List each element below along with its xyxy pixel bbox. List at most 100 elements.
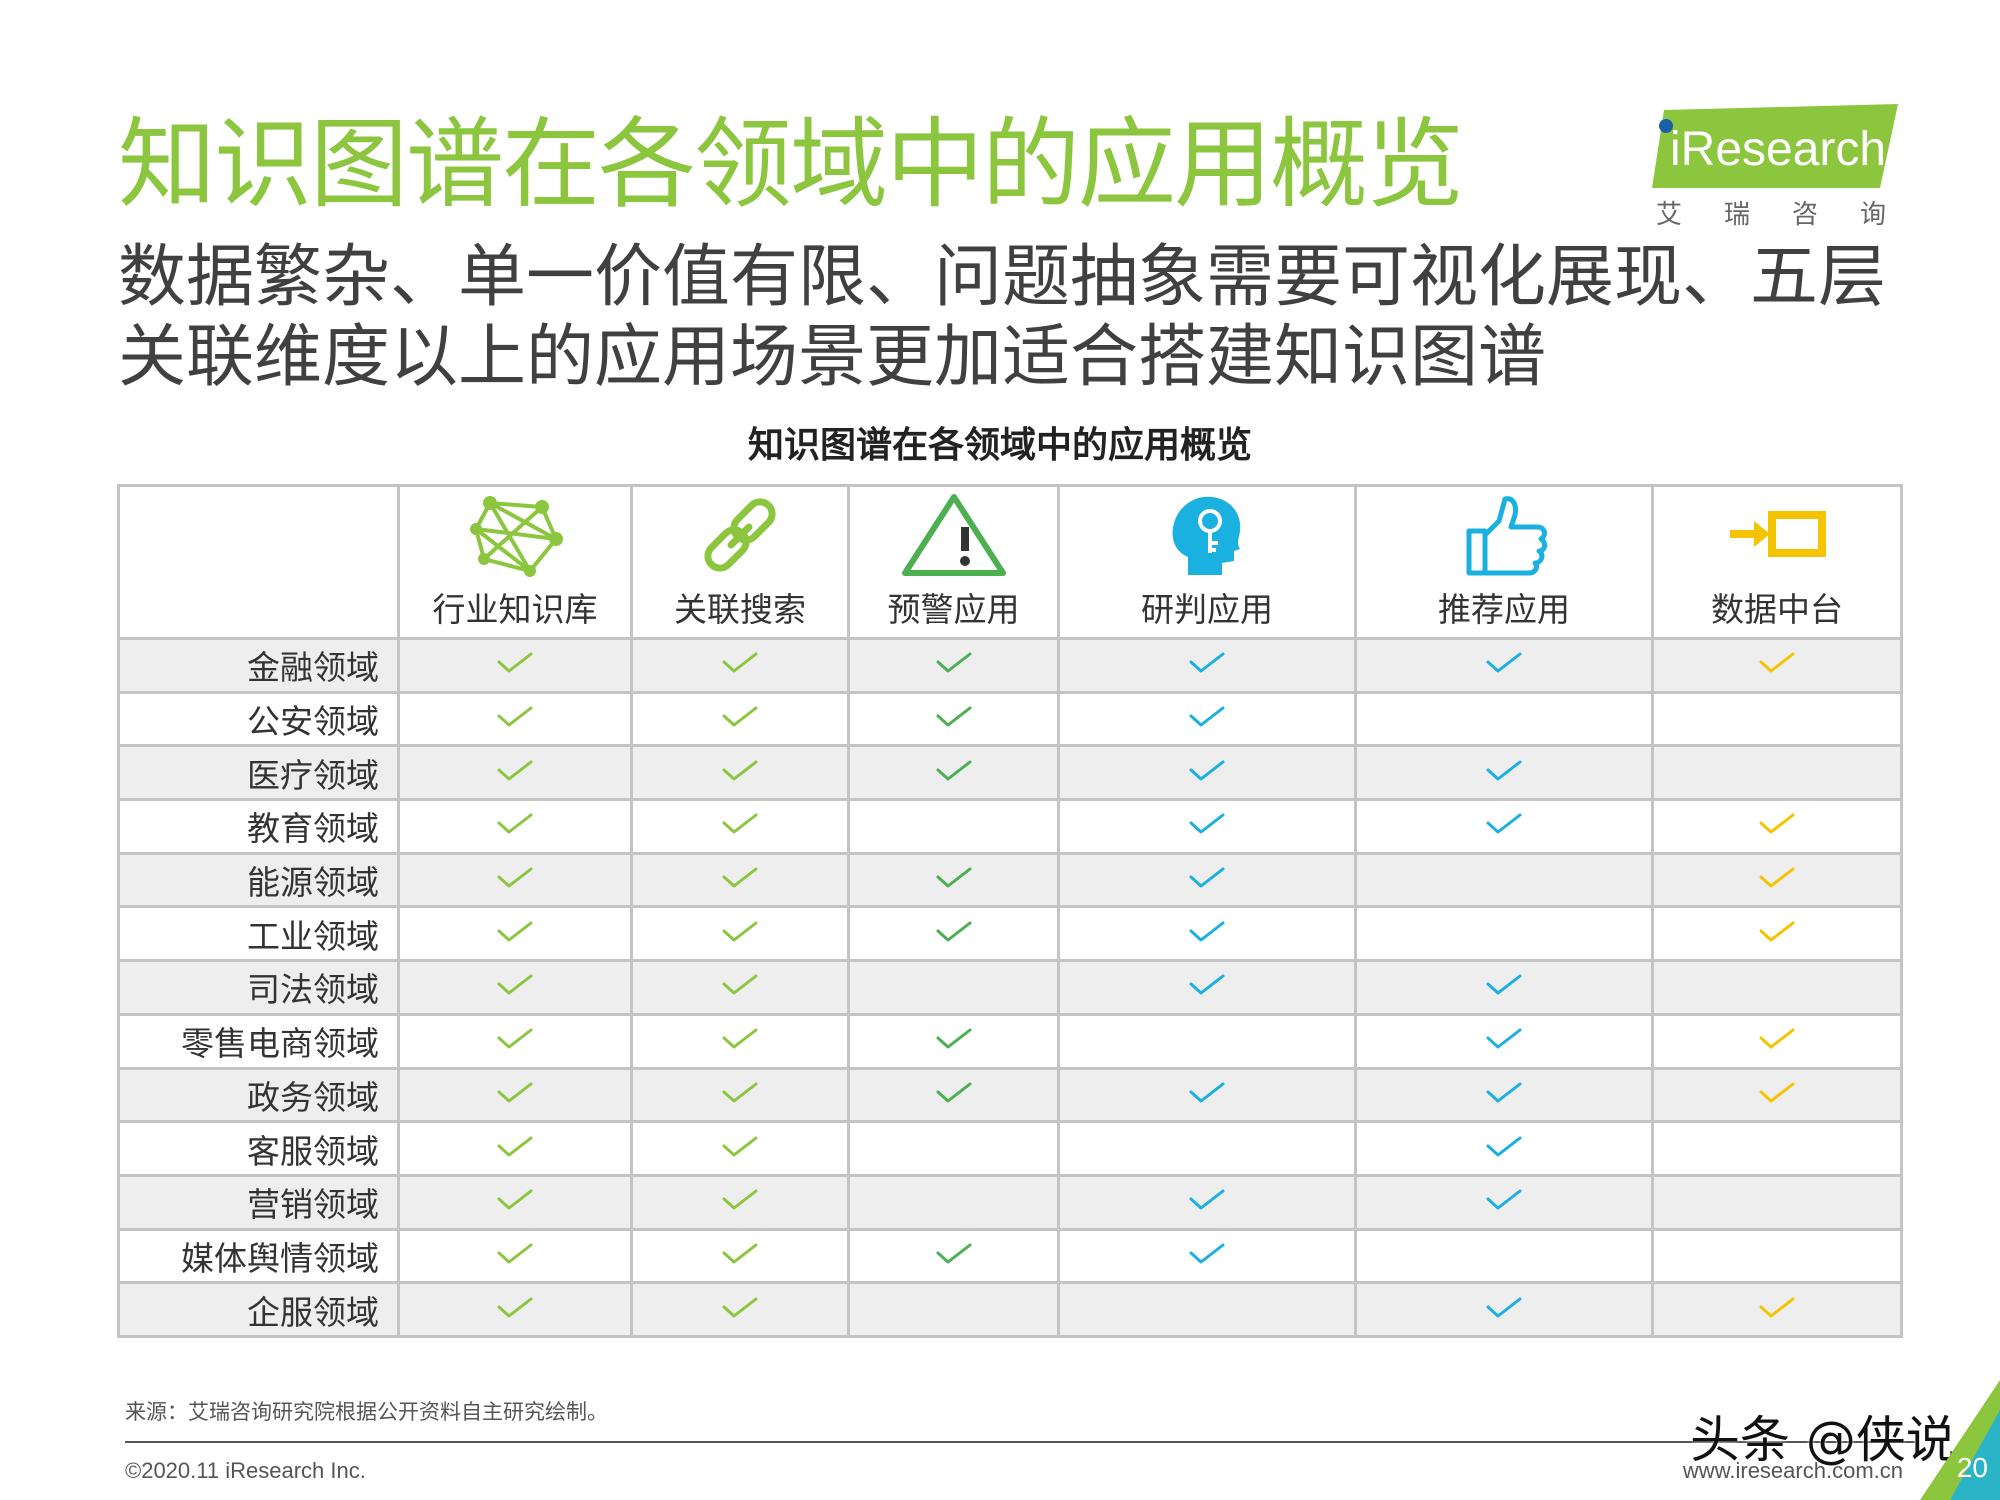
matrix-cell bbox=[1354, 637, 1654, 694]
matrix-cell bbox=[1354, 959, 1654, 1016]
page-subtitle: 数据繁杂、单一价值有限、问题抽象需要可视化展现、五层 关联维度以上的应用场景更加… bbox=[118, 238, 1918, 398]
matrix-cell bbox=[1651, 959, 1903, 1016]
matrix-cell bbox=[1651, 690, 1903, 748]
matrix-cell bbox=[630, 1120, 850, 1177]
matrix-cell bbox=[1354, 1012, 1654, 1070]
matrix-cell bbox=[1354, 905, 1654, 963]
column-header-early-warning: 预警应用 bbox=[847, 484, 1060, 640]
table-row: 司法领域 bbox=[117, 959, 1903, 1016]
matrix-cell bbox=[397, 1120, 633, 1177]
row-label: 医疗领域 bbox=[117, 744, 400, 802]
checkmark-icon bbox=[1486, 1082, 1522, 1103]
checkmark-icon bbox=[1486, 813, 1522, 834]
website-link[interactable]: www.iresearch.com.cn bbox=[1682, 1458, 1903, 1483]
checkmark-icon bbox=[1759, 652, 1795, 673]
checkmark-icon bbox=[1486, 760, 1522, 781]
matrix-cell bbox=[1651, 851, 1903, 909]
checkmark-icon bbox=[936, 706, 971, 727]
checkmark-icon bbox=[722, 760, 758, 781]
matrix-cell bbox=[847, 744, 1060, 802]
table-body: 金融领域 公安领域 医疗领域 教育领域 能源领域 工业领域 司法领域 零售电商领域 政务领域 客服… bbox=[117, 637, 1903, 1338]
checkmark-icon bbox=[936, 1243, 971, 1264]
matrix-cell bbox=[397, 851, 633, 909]
logo-background-shape bbox=[1652, 104, 1898, 188]
checkmark-icon bbox=[936, 1082, 971, 1103]
matrix-cell bbox=[1354, 690, 1654, 748]
matrix-cell bbox=[1057, 851, 1357, 909]
checkmark-icon bbox=[1189, 1189, 1225, 1210]
arrow-into-box-icon bbox=[1730, 511, 1826, 557]
matrix-cell bbox=[630, 851, 850, 909]
matrix-cell bbox=[397, 637, 633, 694]
page-number: 20 bbox=[1956, 1452, 1988, 1483]
checkmark-icon bbox=[722, 1082, 758, 1103]
matrix-cell bbox=[1354, 1227, 1654, 1285]
thumbs-up-icon bbox=[1466, 496, 1548, 576]
matrix-cell bbox=[1354, 1066, 1654, 1124]
table-row: 金融领域 bbox=[117, 637, 1903, 694]
row-label: 司法领域 bbox=[117, 959, 400, 1016]
page-title: 知识图谱在各领域中的应用概览 bbox=[118, 108, 1464, 222]
application-matrix-table: 行业知识库 关联搜索 bbox=[117, 484, 1903, 1338]
checkmark-icon bbox=[722, 706, 758, 727]
row-label: 教育领域 bbox=[117, 798, 400, 855]
matrix-cell bbox=[847, 637, 1060, 694]
checkmark-icon bbox=[1189, 652, 1225, 673]
checkmark-icon bbox=[1486, 1297, 1522, 1318]
matrix-cell bbox=[630, 959, 850, 1016]
footer-divider bbox=[125, 1441, 1915, 1443]
checkmark-icon bbox=[1189, 867, 1225, 888]
head-key-icon bbox=[1172, 496, 1241, 575]
matrix-cell bbox=[1651, 1227, 1903, 1285]
checkmark-icon bbox=[1759, 921, 1795, 942]
matrix-cell bbox=[1057, 959, 1357, 1016]
subtitle-line-2: 关联维度以上的应用场景更加适合搭建知识图谱 bbox=[118, 318, 1547, 397]
matrix-cell bbox=[397, 959, 633, 1016]
checkmark-icon bbox=[1486, 1136, 1522, 1157]
matrix-cell bbox=[847, 1066, 1060, 1124]
column-label: 关联搜索 bbox=[674, 590, 806, 629]
row-label: 工业领域 bbox=[117, 905, 400, 963]
matrix-cell bbox=[397, 1066, 633, 1124]
checkmark-icon bbox=[1189, 974, 1225, 995]
checkmark-icon bbox=[497, 1243, 533, 1264]
matrix-cell bbox=[630, 798, 850, 855]
matrix-cell bbox=[1354, 798, 1654, 855]
matrix-cell bbox=[630, 1066, 850, 1124]
iresearch-logo: iResearch 艾瑞咨询 bbox=[1652, 104, 1902, 234]
matrix-cell bbox=[1354, 851, 1654, 909]
checkmark-icon bbox=[1189, 760, 1225, 781]
matrix-cell bbox=[847, 1227, 1060, 1285]
matrix-cell bbox=[397, 690, 633, 748]
matrix-cell bbox=[1651, 1012, 1903, 1070]
row-label: 客服领域 bbox=[117, 1120, 400, 1177]
matrix-cell bbox=[1057, 744, 1357, 802]
warning-triangle-icon bbox=[901, 494, 1006, 576]
source-note: 来源：艾瑞咨询研究院根据公开资料自主研究绘制。 bbox=[125, 1400, 608, 1424]
checkmark-icon bbox=[1189, 813, 1225, 834]
matrix-cell bbox=[847, 959, 1060, 1016]
table-row: 零售电商领域 bbox=[117, 1012, 1903, 1070]
matrix-cell bbox=[397, 905, 633, 963]
column-header-analysis: 研判应用 bbox=[1057, 484, 1357, 640]
matrix-cell bbox=[1651, 1173, 1903, 1231]
matrix-cell bbox=[1057, 690, 1357, 748]
matrix-cell bbox=[847, 1173, 1060, 1231]
matrix-cell bbox=[1354, 1281, 1654, 1338]
watermark-text: 头条 @侠说 bbox=[1690, 1411, 1956, 1469]
checkmark-icon bbox=[1759, 1297, 1795, 1318]
matrix-cell bbox=[1651, 1066, 1903, 1124]
row-label: 政务领域 bbox=[117, 1066, 400, 1124]
row-label: 企服领域 bbox=[117, 1281, 400, 1338]
checkmark-icon bbox=[936, 867, 971, 888]
checkmark-icon bbox=[936, 760, 971, 781]
matrix-cell bbox=[630, 1281, 850, 1338]
row-label: 金融领域 bbox=[117, 637, 400, 694]
table-row: 客服领域 bbox=[117, 1120, 1903, 1177]
matrix-cell bbox=[847, 1281, 1060, 1338]
column-header-data-middle-platform: 数据中台 bbox=[1651, 484, 1903, 640]
row-label: 公安领域 bbox=[117, 690, 400, 748]
checkmark-icon bbox=[722, 1028, 758, 1049]
corner-accent-shape bbox=[1920, 1380, 2000, 1500]
checkmark-icon bbox=[936, 652, 971, 673]
